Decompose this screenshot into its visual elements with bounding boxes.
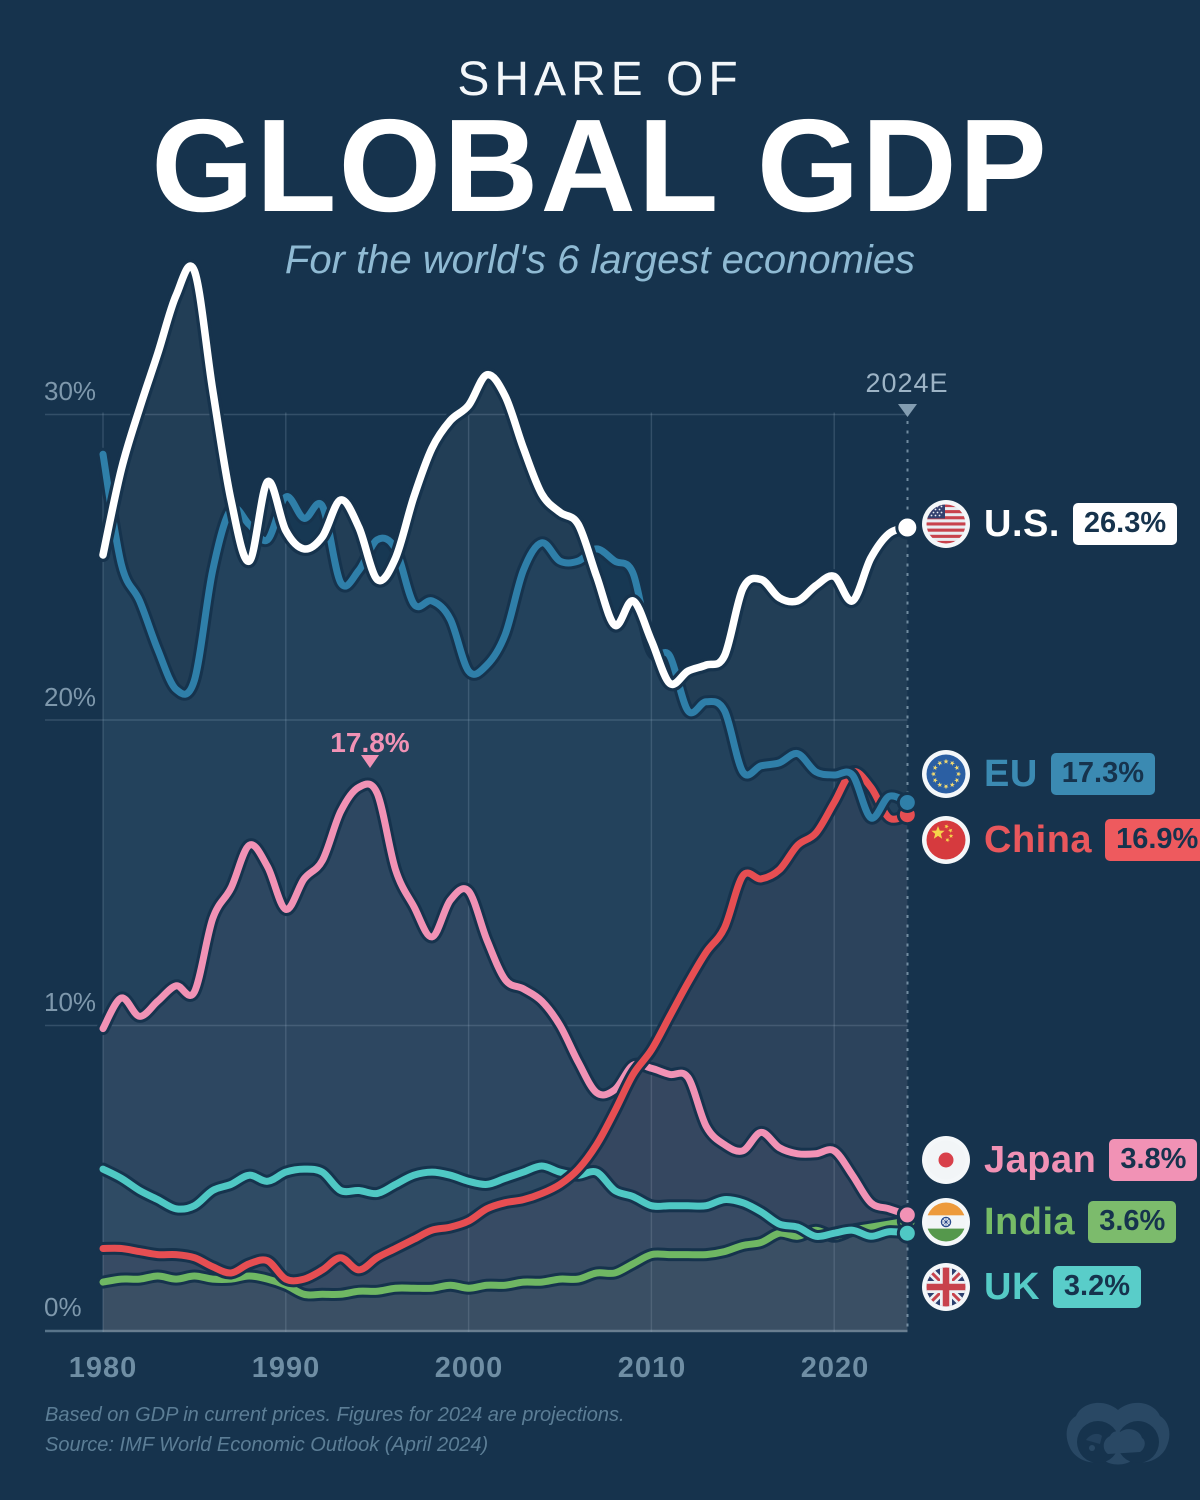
legend-value-india: 3.6% [1088,1201,1177,1243]
japan-peak-annotation: 17.8% [330,727,410,758]
y-tick-20: 20% [44,682,97,712]
legend-value-uk: 3.2% [1052,1266,1141,1308]
legend-label-us: U.S. [984,502,1060,545]
legend-label-china: China [984,818,1093,861]
legend-row-china: China 16.9% [921,814,1200,866]
projection-arrow-marker [898,404,917,417]
x-tick-2020: 2020 [800,1352,870,1384]
x-tick-2000: 2000 [434,1352,504,1384]
projection-year-label: 2024E [865,368,949,398]
india-flag-icon [922,1198,970,1246]
x-tick-1980: 1980 [68,1352,138,1384]
publisher-logo [1066,1402,1170,1465]
footnote-line2: Source: IMF World Economic Outlook (Apri… [45,1434,489,1456]
x-tick-2010: 2010 [617,1352,687,1384]
legend-label-uk: UK [984,1265,1040,1308]
legend-label-eu: EU [984,752,1038,795]
subtitle: For the world's 6 largest economies [284,238,916,282]
y-tick-30: 30% [44,376,97,406]
china-flag-icon [922,816,970,864]
eu-flag-icon [922,750,970,798]
legend-row-us: U.S. 26.3% [921,498,1178,550]
x-tick-1990: 1990 [251,1352,321,1384]
legend-label-india: India [984,1200,1076,1243]
uk-flag-icon [922,1263,970,1311]
legend-row-uk: UK 3.2% [921,1261,1141,1313]
legend-value-eu: 17.3% [1050,753,1156,795]
legend-label-japan: Japan [984,1138,1097,1181]
chart-series-lines [96,259,915,1302]
legend-row-india: India 3.6% [921,1196,1177,1248]
legend-value-us: 26.3% [1072,503,1178,545]
chart-end-dots [895,515,920,1244]
footnote-line1: Based on GDP in current prices. Figures … [45,1404,625,1426]
legend-value-china: 16.9% [1105,819,1200,861]
chart-area-fills [103,266,908,1332]
legend-value-japan: 3.8% [1109,1139,1198,1181]
title-kicker: SHARE OF [457,53,743,106]
japan-peak-arrow-marker [361,755,379,768]
chart-gridlines [45,412,908,1333]
y-tick-10: 10% [44,987,97,1017]
page-title: GLOBAL GDP [151,92,1049,239]
legend-row-japan: Japan 3.8% [921,1134,1198,1186]
us-flag-icon [922,500,970,548]
japan-flag-icon [922,1136,970,1184]
y-tick-0: 0% [44,1292,82,1322]
legend-row-eu: EU 17.3% [921,748,1156,800]
